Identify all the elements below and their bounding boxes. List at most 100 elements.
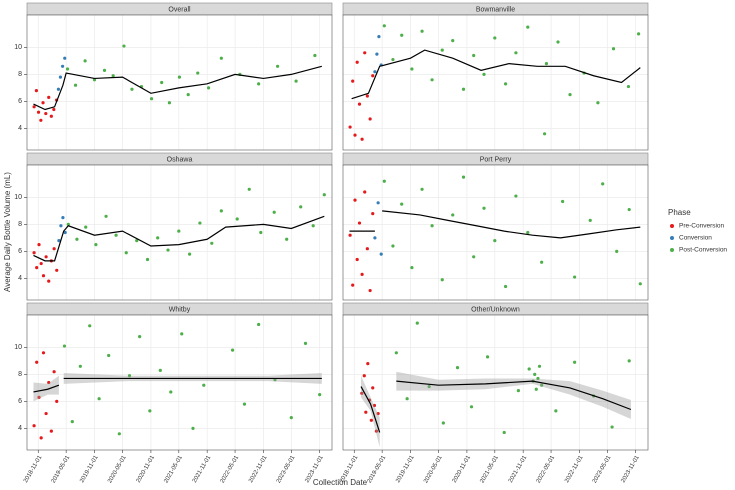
point bbox=[627, 207, 631, 212]
point bbox=[364, 410, 368, 414]
point bbox=[285, 237, 289, 241]
point bbox=[257, 82, 261, 86]
point bbox=[84, 225, 88, 229]
point bbox=[377, 35, 381, 39]
point bbox=[420, 187, 424, 191]
x-tick-label: 2023-11-01 bbox=[620, 454, 641, 484]
point bbox=[391, 244, 395, 248]
point bbox=[145, 257, 150, 262]
point bbox=[461, 87, 466, 91]
point bbox=[32, 424, 36, 428]
point bbox=[289, 416, 293, 420]
y-tick-label: 6 bbox=[18, 398, 22, 405]
legend-label: Post-Conversion bbox=[679, 247, 727, 254]
point bbox=[351, 283, 355, 287]
point bbox=[61, 64, 65, 68]
point bbox=[363, 190, 367, 194]
point bbox=[313, 53, 317, 58]
point bbox=[94, 243, 98, 247]
point bbox=[177, 229, 181, 233]
y-tick-label: 10 bbox=[14, 44, 22, 51]
legend-marker bbox=[670, 224, 674, 228]
panel bbox=[343, 15, 648, 150]
point bbox=[638, 282, 642, 286]
point bbox=[556, 40, 560, 44]
point bbox=[135, 239, 139, 243]
point bbox=[615, 249, 619, 253]
point bbox=[379, 252, 383, 256]
point bbox=[415, 321, 419, 325]
point bbox=[537, 364, 542, 368]
point bbox=[39, 436, 43, 440]
point bbox=[107, 353, 111, 358]
point bbox=[382, 179, 386, 183]
point bbox=[514, 194, 518, 198]
point bbox=[536, 376, 540, 381]
x-axis-label: Collection Date bbox=[313, 478, 368, 487]
point bbox=[66, 222, 70, 226]
point bbox=[59, 224, 63, 228]
point bbox=[540, 383, 544, 387]
x-tick-label: 2020-11-01 bbox=[452, 454, 473, 484]
point bbox=[130, 87, 134, 91]
point bbox=[32, 251, 36, 255]
point bbox=[355, 257, 359, 262]
point bbox=[373, 70, 377, 74]
point bbox=[376, 411, 380, 416]
point bbox=[353, 133, 357, 137]
point bbox=[41, 101, 45, 105]
point bbox=[49, 429, 53, 433]
point bbox=[47, 95, 51, 99]
point bbox=[365, 247, 369, 251]
point bbox=[410, 266, 414, 270]
point bbox=[65, 67, 70, 71]
y-tick-label: 6 bbox=[18, 248, 22, 255]
point bbox=[52, 247, 56, 251]
trend-line bbox=[396, 380, 632, 411]
panel-border bbox=[26, 14, 333, 151]
facet-title: Other/Unknown bbox=[471, 306, 520, 313]
y-tick-label: 8 bbox=[18, 371, 22, 378]
facet-title: Bowmanville bbox=[476, 6, 515, 13]
point bbox=[534, 387, 538, 391]
point bbox=[259, 230, 263, 235]
point bbox=[75, 237, 79, 241]
point bbox=[348, 233, 352, 237]
point bbox=[430, 224, 434, 228]
point bbox=[63, 56, 67, 60]
x-tick-label: 2023-05-01 bbox=[276, 454, 297, 484]
point bbox=[375, 52, 379, 56]
point bbox=[63, 230, 67, 235]
y-tick-label: 4 bbox=[18, 275, 22, 282]
point bbox=[318, 393, 322, 397]
y-tick-label: 4 bbox=[18, 125, 22, 132]
point bbox=[611, 47, 616, 51]
y-tick-label: 4 bbox=[18, 425, 22, 432]
point bbox=[503, 284, 508, 289]
point bbox=[230, 348, 235, 352]
point bbox=[544, 62, 549, 66]
point bbox=[636, 32, 641, 36]
point bbox=[56, 87, 61, 91]
point bbox=[374, 429, 379, 433]
trend-line bbox=[351, 49, 641, 100]
point bbox=[156, 236, 160, 240]
point bbox=[382, 24, 386, 28]
point bbox=[149, 97, 154, 101]
point bbox=[514, 51, 518, 55]
point bbox=[242, 402, 247, 406]
point bbox=[405, 397, 409, 401]
point bbox=[61, 216, 65, 220]
facet-title: Overall bbox=[168, 6, 191, 13]
point bbox=[360, 391, 364, 395]
legend-label: Conversion bbox=[679, 235, 712, 242]
point bbox=[410, 67, 414, 71]
point bbox=[55, 399, 59, 403]
panel bbox=[343, 315, 648, 450]
x-tick-label: 2022-11-01 bbox=[564, 454, 585, 484]
point bbox=[368, 117, 372, 121]
x-tick-label: 2022-11-01 bbox=[248, 454, 269, 484]
point bbox=[482, 206, 486, 210]
point bbox=[78, 364, 82, 368]
point bbox=[461, 175, 466, 179]
